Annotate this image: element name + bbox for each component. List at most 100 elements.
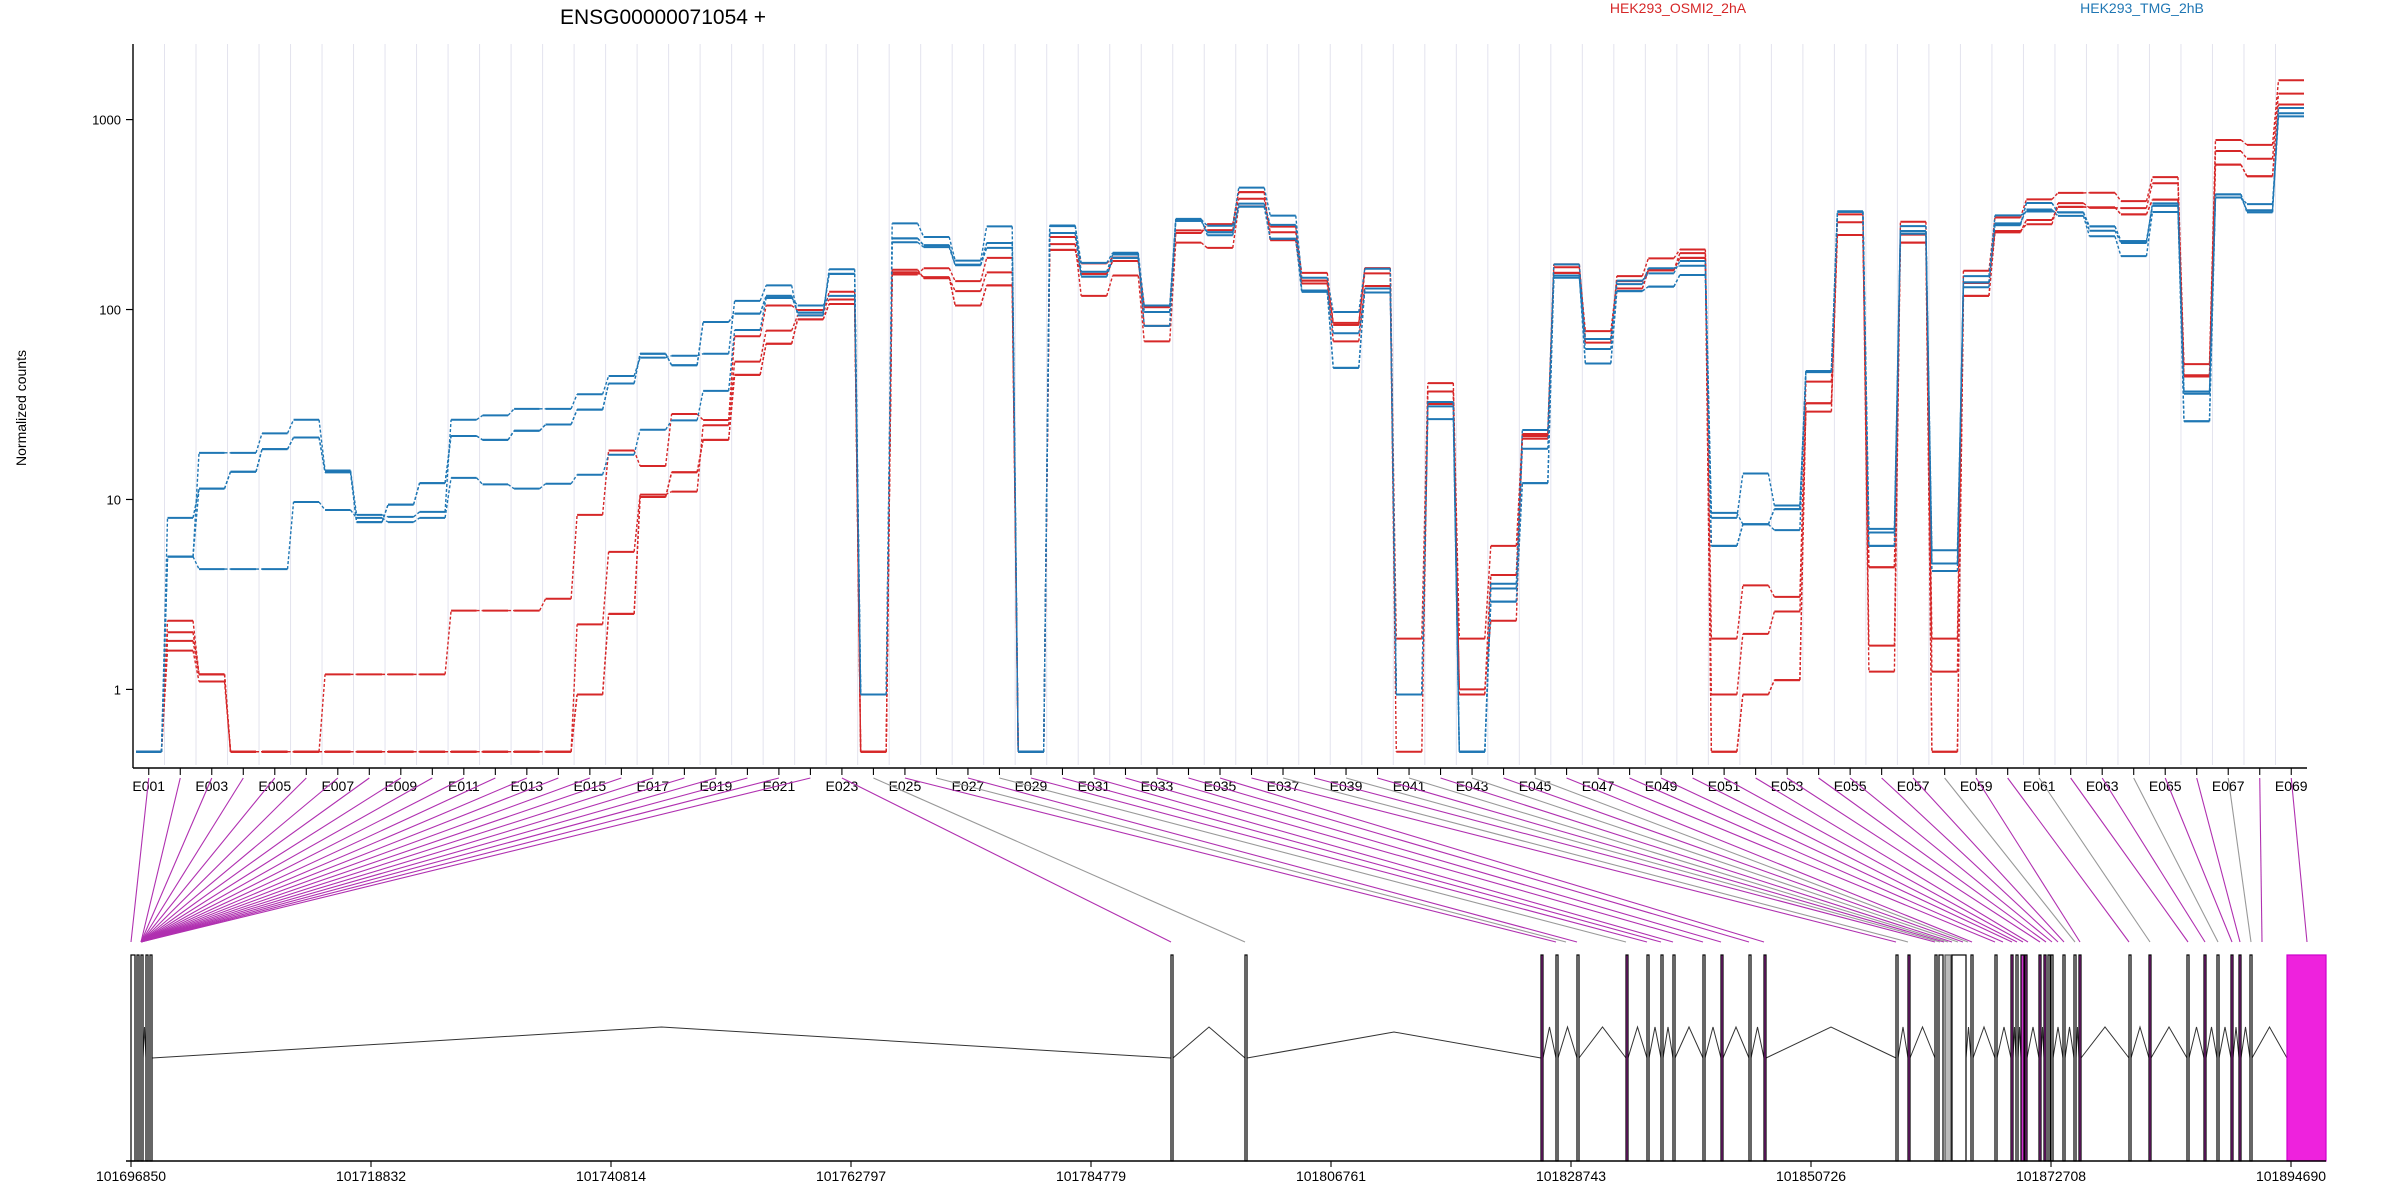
series-transition — [665, 419, 673, 431]
exon-connector — [967, 777, 1578, 943]
genomic-coordinate-label: 101894690 — [2256, 1168, 2326, 1184]
series-transition — [2114, 192, 2122, 202]
series-transition — [2082, 215, 2091, 237]
y-tick-label: 10 — [107, 492, 121, 507]
y-axis: 1 10 100 1000 — [92, 44, 134, 768]
series-transition — [318, 674, 326, 752]
series-transition — [759, 343, 767, 375]
series-transition — [1295, 215, 1303, 278]
series-transition — [1641, 270, 1650, 289]
series-transition — [1893, 233, 1902, 546]
genomic-coordinate-label: 101784779 — [1056, 1168, 1126, 1184]
series-transition — [665, 490, 672, 496]
genomic-coordinate-label: 101718832 — [336, 1168, 406, 1184]
exon-connector — [2007, 777, 2130, 943]
series-transition — [223, 471, 232, 489]
series-transition — [1106, 257, 1114, 277]
series-transition — [980, 226, 988, 261]
exon-connector — [140, 777, 276, 943]
series-transition — [255, 433, 263, 454]
exon-label: E051 — [1708, 778, 1741, 794]
y-tick-label: 1000 — [92, 113, 121, 128]
exon-box — [2186, 954, 2190, 1162]
series-transition — [1421, 383, 1429, 639]
exon-gridlines — [164, 44, 2276, 765]
series-transition — [665, 353, 673, 366]
series-transition — [2019, 219, 2028, 233]
series-transition — [1767, 611, 1776, 635]
intron-line — [1246, 1031, 1542, 1059]
series-transition — [665, 355, 672, 359]
exon-connector — [140, 777, 244, 943]
series-transition — [2082, 212, 2091, 227]
exon-connector — [140, 777, 685, 943]
series-transition — [1421, 401, 1429, 695]
series-transition — [1641, 286, 1649, 292]
exon-label: E025 — [889, 778, 922, 794]
series-transition — [1358, 273, 1366, 324]
exon-connector — [1660, 777, 2013, 943]
series-transition — [1074, 232, 1082, 277]
intron-line — [1662, 1026, 1674, 1059]
series-transition — [948, 278, 956, 292]
series-transition — [2208, 194, 2217, 422]
series-transition — [948, 245, 956, 265]
series-transition — [223, 674, 232, 752]
series-transition — [1578, 264, 1587, 340]
exon-connector — [2259, 777, 2263, 943]
intron-line — [1909, 1025, 1936, 1059]
series-transition — [349, 509, 358, 519]
x-axis: E001E003E005E007E009E011E013E015E017E019… — [132, 767, 2308, 794]
exon-connector — [2290, 777, 2308, 943]
series-transition — [1043, 232, 1051, 752]
series-transition — [1232, 198, 1240, 231]
series-transition — [790, 295, 799, 313]
exon-connector — [140, 777, 496, 943]
series-transition — [2240, 139, 2248, 146]
series-transition — [1358, 292, 1366, 334]
series-transition — [192, 650, 200, 682]
series-transition — [2145, 176, 2154, 202]
series-transition — [1641, 272, 1649, 282]
series-transition — [696, 439, 704, 473]
series-transition — [727, 336, 736, 421]
series-transition — [1484, 545, 1492, 639]
intron-line — [1674, 1025, 1704, 1059]
genomic-coordinate-label: 101740814 — [576, 1168, 646, 1184]
exon-box — [2015, 954, 2019, 1162]
exon-label: E063 — [2086, 778, 2119, 794]
series-transition — [1767, 523, 1775, 531]
exon-connector — [1377, 777, 1945, 943]
series-transition — [1326, 291, 1334, 368]
exon-connector — [1723, 777, 2024, 943]
exon-label: E045 — [1519, 778, 1552, 794]
series-transition — [1106, 260, 1114, 275]
series-transition — [1673, 260, 1681, 274]
series-transition — [444, 477, 452, 518]
exon-connector — [140, 777, 370, 943]
series-transition — [192, 556, 200, 570]
exon-connector — [1251, 777, 1897, 943]
exon-connector — [1062, 777, 1662, 943]
series-transition — [980, 272, 988, 292]
y-axis-label: Normalized counts — [13, 350, 29, 466]
exon-connector — [1692, 777, 2018, 943]
series-transition — [633, 353, 641, 384]
exon-label: E017 — [637, 778, 670, 794]
exon-box — [2043, 954, 2047, 1162]
exon-box — [1540, 954, 1544, 1162]
exon-box — [1660, 954, 1664, 1162]
series-transition — [1767, 679, 1776, 695]
exon-box — [2010, 954, 2014, 1162]
exon-box — [2020, 954, 2025, 1162]
exon-connector — [1629, 777, 2004, 943]
series-transition — [601, 375, 610, 395]
exon-box — [2148, 954, 2152, 1162]
y-tick-label: 1 — [114, 682, 121, 697]
series-transition — [192, 620, 200, 675]
series-transition — [1169, 218, 1177, 326]
exon-connector — [140, 777, 307, 943]
exon-connector — [2196, 777, 2241, 943]
exon-label: E061 — [2023, 778, 2056, 794]
series-transition — [727, 329, 736, 391]
